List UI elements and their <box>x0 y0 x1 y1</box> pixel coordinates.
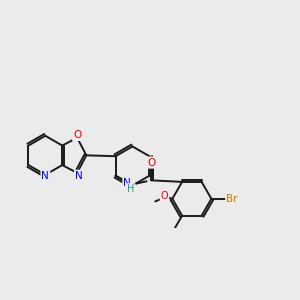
Text: N: N <box>123 178 131 188</box>
Text: Br: Br <box>226 194 238 204</box>
Text: O: O <box>161 191 168 202</box>
Text: H: H <box>127 184 134 194</box>
Text: N: N <box>41 170 49 181</box>
Text: O: O <box>73 130 81 140</box>
Text: O: O <box>147 158 155 168</box>
Text: N: N <box>75 171 83 181</box>
